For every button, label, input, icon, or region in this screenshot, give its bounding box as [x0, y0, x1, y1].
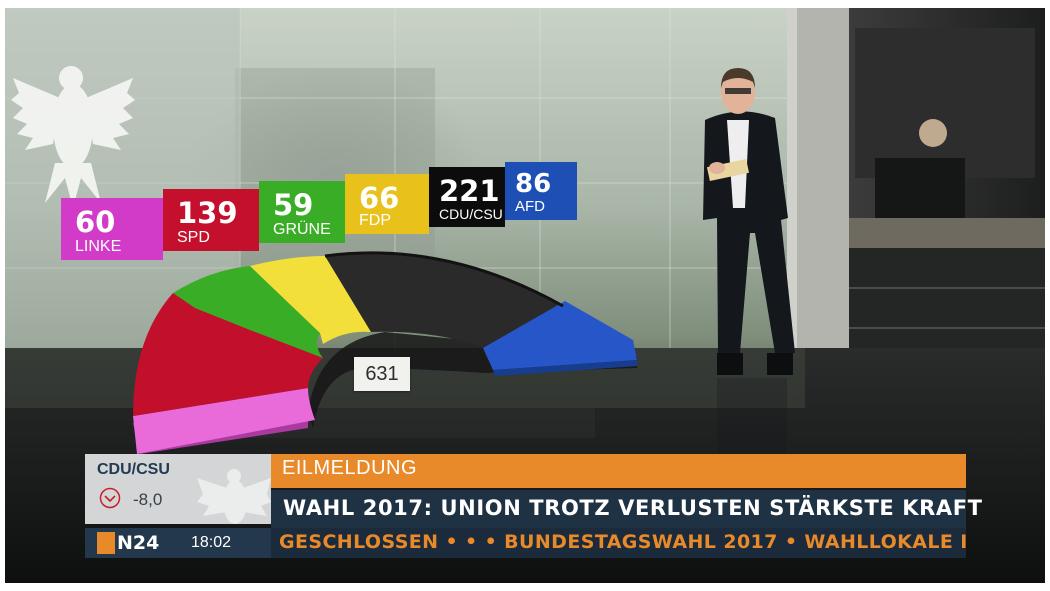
party-label-linke: LINKE [75, 238, 122, 255]
seat-distribution-chart [133, 251, 637, 454]
news-crawl: GESCHLOSSEN • • • BUNDESTAGSWAHL 2017 • … [271, 528, 966, 558]
seat-count-afd: 86 [515, 169, 552, 199]
seat-count-spd: 139 [177, 196, 238, 230]
channel-name: N24 [117, 532, 160, 554]
seat-segment-linke [133, 388, 315, 454]
seat-box-gruene: 59 GRÜNE [259, 181, 345, 243]
channel-logo-mark-icon [97, 532, 115, 554]
party-label-cducsu: CDU/CSU [439, 206, 503, 222]
headline-text: WAHL 2017: UNION TROTZ VERLUSTEN STÄRKST… [283, 496, 983, 520]
party-label-fdp: FDP [359, 212, 391, 229]
total-seats: 631 [354, 357, 410, 391]
eagle-emblem-icon [11, 66, 135, 208]
party-label-gruene: GRÜNE [273, 221, 331, 238]
party-label-spd: SPD [177, 229, 210, 246]
seat-segment-fdp [250, 256, 371, 344]
clock: 18:02 [191, 534, 232, 551]
seat-count-linke: 60 [75, 205, 116, 239]
breaking-label: EILMELDUNG [282, 457, 418, 479]
seat-segment-afd [483, 301, 637, 370]
seat-count-gruene: 59 [273, 188, 314, 222]
ticker-party-change: -8,0 [133, 490, 163, 509]
seat-box-linke: 60 LINKE [61, 198, 163, 260]
seat-box-afd: 86 AFD [505, 162, 577, 220]
seat-box-cducsu: 221 CDU/CSU [429, 167, 505, 227]
seat-box-spd: 139 SPD [163, 189, 259, 251]
party-label-afd: AFD [515, 198, 545, 215]
breaking-news-bar: EILMELDUNG [271, 454, 966, 488]
eagle-watermark-icon [197, 469, 271, 524]
ticker-party-name: CDU/CSU [97, 461, 170, 478]
channel-logo: N24 [97, 532, 163, 554]
seat-count-cducsu: 221 [439, 174, 500, 208]
seat-segment-spd [133, 293, 323, 416]
chevron-down-icon [99, 487, 121, 509]
headline-bar: WAHL 2017: UNION TROTZ VERLUSTEN STÄRKST… [271, 490, 982, 528]
seat-box-fdp: 66 FDP [345, 174, 429, 234]
studio-background [5, 8, 1045, 583]
seat-segment-cducsu [325, 252, 563, 348]
seat-count-fdp: 66 [359, 181, 400, 215]
presenter [703, 68, 795, 375]
broadcast-frame: 60 LINKE 139 SPD 59 GRÜNE 66 FDP 221 CDU… [5, 8, 1045, 583]
seat-segment-gruene [173, 266, 323, 358]
channel-bar: N24 18:02 [85, 528, 271, 558]
party-result-panel: CDU/CSU -8,0 [85, 454, 271, 524]
crawl-text: GESCHLOSSEN • • • BUNDESTAGSWAHL 2017 • … [279, 531, 966, 553]
